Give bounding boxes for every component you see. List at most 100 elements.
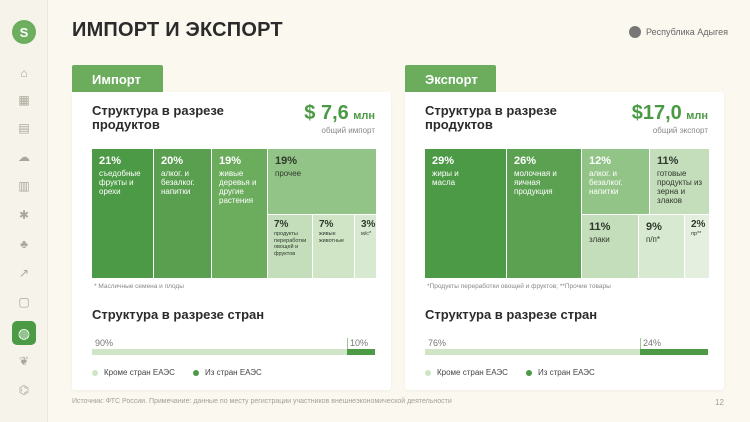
treemap-cell: 19% живые деревья и другие растения xyxy=(212,149,267,278)
import-note: * Масличные семена и плоды xyxy=(94,283,184,290)
bar-divider xyxy=(347,338,348,355)
treemap-cell: 11% готовые продукты из зерна и злаков xyxy=(650,149,709,214)
weather-icon[interactable]: ☁ xyxy=(18,150,30,164)
agriculture-icon[interactable]: ♣ xyxy=(20,237,28,251)
footer-source: Источник: ФТС России. Примечание: данные… xyxy=(72,398,452,405)
cell-label: молочная и яичная продукция xyxy=(514,169,557,196)
export-total-unit: млн xyxy=(686,110,708,122)
cell-pct: 3% xyxy=(361,219,376,230)
non-eaeu-pct: 90% xyxy=(95,338,114,348)
eaeu-pct: 10% xyxy=(350,338,369,348)
bar-eaeu xyxy=(346,349,375,355)
chart-icon[interactable]: ↗ xyxy=(18,266,30,280)
bug-icon[interactable]: ✱ xyxy=(18,208,30,222)
page-title: ИМПОРТ И ЭКСПОРТ xyxy=(72,19,283,41)
import-bar-labels: 90% 10% xyxy=(92,338,375,348)
treemap-cell: 26% молочная и яичная продукция xyxy=(507,149,581,278)
legend-item: Кроме стран ЕАЭС xyxy=(92,368,175,377)
import-treemap: 21% съедобные фрукты и орехи 20% алког. … xyxy=(92,149,376,278)
export-countries-title: Структура в разрезе стран xyxy=(425,307,598,322)
bar-non-eaeu xyxy=(425,349,641,355)
cell-label: п/п* xyxy=(646,235,660,244)
export-note: *Продукты переработки овощей и фруктов; … xyxy=(427,283,611,290)
export-total-value: $17,0 xyxy=(631,102,682,124)
tab-export[interactable]: Экспорт xyxy=(405,65,496,92)
cell-label: алког. и безалког. напитки xyxy=(589,169,623,196)
import-countries-title: Структура в разрезе стран xyxy=(92,307,265,322)
treemap-cell: 9% п/п* xyxy=(639,215,684,278)
cell-pct: 7% xyxy=(319,219,334,230)
logo[interactable]: S xyxy=(12,20,36,44)
import-country-bar xyxy=(92,349,375,355)
legend-item: Кроме стран ЕАЭС xyxy=(425,368,508,377)
import-total: $ 7,6 млн общий импорт xyxy=(304,102,375,135)
import-card: Структура в разрезе продуктов $ 7,6 млн … xyxy=(72,92,391,390)
cell-label: продукты переработки овощей и фруктов xyxy=(274,231,307,257)
export-total-caption: общий экспорт xyxy=(652,126,708,135)
legend-label: Из стран ЕАЭС xyxy=(537,368,595,377)
legend-dot xyxy=(525,369,532,376)
bank-icon[interactable]: ⌬ xyxy=(18,383,30,397)
sidebar: S ⌂ ▦ ▤ ☁ ▥ ✱ ♣ ↗ ▢ ◍ ❦ ⌬ xyxy=(0,0,48,422)
export-bar-labels: 76% 24% xyxy=(425,338,708,348)
cell-pct: 20% xyxy=(161,155,184,167)
cell-label: жиры и масла xyxy=(432,169,459,187)
export-card-title: Структура в разрезе продуктов xyxy=(425,103,557,132)
document-icon[interactable]: ▢ xyxy=(18,295,30,309)
cell-label: пр** xyxy=(691,231,702,237)
plant-icon[interactable]: ❦ xyxy=(18,354,30,368)
treemap-cell: 21% съедобные фрукты и орехи xyxy=(92,149,153,278)
legend-dot xyxy=(192,369,199,376)
export-country-bar xyxy=(425,349,708,355)
building-icon[interactable]: ▦ xyxy=(18,93,30,107)
cell-label: готовые продукты из зерна и злаков xyxy=(657,169,703,205)
import-legend: Кроме стран ЕАЭС Из стран ЕАЭС xyxy=(92,368,262,377)
bar-eaeu xyxy=(640,349,708,355)
cell-pct: 21% xyxy=(99,155,122,167)
non-eaeu-pct: 76% xyxy=(428,338,447,348)
export-legend: Кроме стран ЕАЭС Из стран ЕАЭС xyxy=(425,368,595,377)
page-number: 12 xyxy=(715,398,724,407)
legend-label: Кроме стран ЕАЭС xyxy=(104,368,175,377)
cell-pct: 11% xyxy=(589,221,611,233)
cell-label: прочее xyxy=(275,169,302,178)
treemap-cell: 20% алког. и безалког. напитки xyxy=(154,149,211,278)
treemap-cell: 29% жиры и масла xyxy=(425,149,506,278)
legend-item: Из стран ЕАЭС xyxy=(525,368,595,377)
import-card-title: Структура в разрезе продуктов xyxy=(92,103,224,132)
export-total: $17,0 млн общий экспорт xyxy=(632,102,708,135)
cell-label: злаки xyxy=(589,235,610,244)
calendar-icon[interactable]: ▥ xyxy=(18,179,30,193)
legend-label: Из стран ЕАЭС xyxy=(204,368,262,377)
factory-icon[interactable]: ▤ xyxy=(18,121,30,135)
bar-divider xyxy=(640,338,641,355)
legend-item: Из стран ЕАЭС xyxy=(192,368,262,377)
cell-pct: 26% xyxy=(514,155,537,167)
cell-pct: 19% xyxy=(219,155,242,167)
legend-label: Кроме стран ЕАЭС xyxy=(437,368,508,377)
region-label: Республика Адыгея xyxy=(646,27,728,37)
home-icon[interactable]: ⌂ xyxy=(20,66,28,80)
globe-icon[interactable]: ◍ xyxy=(12,321,36,345)
legend-dot xyxy=(425,369,431,376)
cell-pct: 19% xyxy=(275,155,298,167)
treemap-cell: 19% прочее xyxy=(268,149,376,214)
import-total-caption: общий импорт xyxy=(321,126,375,135)
eaeu-pct: 24% xyxy=(643,338,662,348)
cell-pct: 2% xyxy=(691,219,706,230)
export-card: Структура в разрезе продуктов $17,0 млн … xyxy=(405,92,724,390)
cell-label: живые животные xyxy=(319,231,345,244)
globe-icon xyxy=(629,26,642,38)
cell-label: м/с* xyxy=(361,231,372,237)
cell-pct: 11% xyxy=(657,155,679,167)
treemap-cell: 12% алког. и безалког. напитки xyxy=(582,149,649,214)
cell-label: алког. и безалког. напитки xyxy=(161,169,195,196)
export-treemap: 29% жиры и масла 26% молочная и яичная п… xyxy=(425,149,709,278)
cell-pct: 9% xyxy=(646,221,662,233)
legend-dot xyxy=(92,369,98,376)
tab-import[interactable]: Импорт xyxy=(72,65,163,92)
cell-pct: 12% xyxy=(589,155,612,167)
treemap-cell: 11% злаки xyxy=(582,215,638,278)
cell-pct: 29% xyxy=(432,155,455,167)
region-selector[interactable]: Республика Адыгея xyxy=(629,26,728,38)
